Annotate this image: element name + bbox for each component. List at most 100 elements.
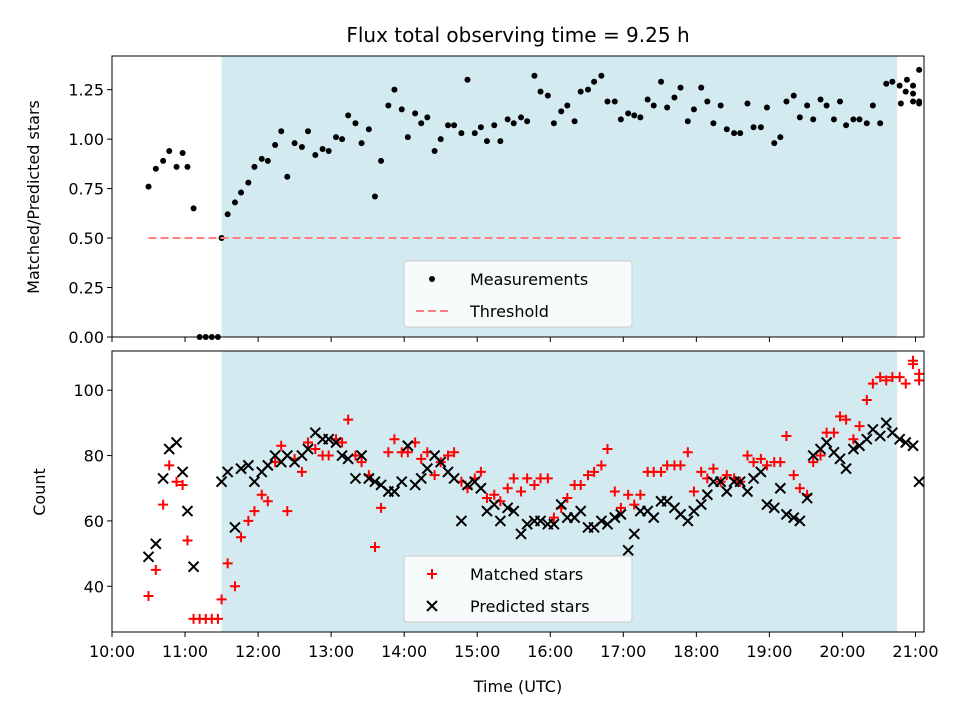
top-measurement-point bbox=[717, 102, 724, 109]
top-measurement-point bbox=[723, 126, 730, 133]
top-y-tick-label: 1.00 bbox=[68, 130, 104, 149]
top-measurement-point bbox=[378, 157, 385, 164]
top-measurement-point bbox=[510, 120, 517, 127]
top-y-tick-label: 1.25 bbox=[68, 81, 104, 100]
bottom-matched-star-point bbox=[222, 558, 233, 569]
bottom-matched-star-point bbox=[848, 434, 859, 445]
x-tick-label: 16:00 bbox=[527, 642, 573, 661]
bottom-matched-star-point bbox=[761, 460, 772, 471]
top-measurement-point bbox=[817, 96, 824, 103]
top-measurement-point bbox=[631, 112, 638, 119]
top-y-axis-label: Matched/Predicted stars bbox=[24, 100, 43, 294]
bottom-matched-star-point bbox=[282, 506, 293, 517]
bottom-matched-star-point bbox=[429, 470, 440, 481]
x-tick-label: 17:00 bbox=[600, 642, 646, 661]
bottom-predicted-star-point bbox=[448, 472, 460, 485]
bottom-predicted-star-point bbox=[734, 475, 746, 488]
bottom-legend-box bbox=[403, 555, 633, 623]
bottom-predicted-star-point bbox=[755, 466, 767, 478]
top-measurement-point bbox=[604, 98, 611, 105]
bottom-matched-star-point bbox=[216, 594, 227, 605]
bottom-predicted-star-point bbox=[176, 466, 189, 478]
bottom-matched-star-point bbox=[815, 450, 826, 461]
bottom-predicted-star-point bbox=[181, 505, 194, 517]
top-measurement-point bbox=[251, 163, 258, 170]
bottom-predicted-star-point bbox=[421, 462, 434, 475]
top-measurement-point bbox=[877, 120, 884, 127]
top-measurement-point bbox=[677, 84, 684, 91]
bottom-predicted-star-point bbox=[788, 511, 800, 524]
bottom-predicted-star-point bbox=[907, 440, 919, 452]
bottom-matched-star-point bbox=[808, 457, 819, 468]
top-measurement-point bbox=[637, 114, 644, 121]
bottom-matched-star-point bbox=[389, 434, 400, 445]
top-measurement-point bbox=[684, 118, 691, 125]
bottom-predicted-star-point bbox=[861, 433, 873, 445]
top-measurement-point bbox=[145, 183, 152, 190]
bottom-predicted-star-point bbox=[874, 430, 886, 442]
top-measurement-point bbox=[352, 120, 359, 127]
top-measurement-point bbox=[531, 72, 538, 79]
bottom-matched-star-point bbox=[249, 506, 260, 517]
top-measurement-point bbox=[664, 104, 671, 111]
bottom-predicted-star-point bbox=[721, 485, 733, 498]
top-measurement-point bbox=[524, 118, 531, 125]
bottom-predicted-star-point bbox=[229, 521, 241, 534]
bottom-matched-star-point bbox=[502, 483, 513, 494]
top-measurement-point bbox=[658, 78, 665, 85]
bottom-matched-star-point bbox=[828, 427, 839, 438]
bottom-matched-star-point bbox=[529, 479, 540, 490]
bottom-predicted-star-point bbox=[774, 482, 787, 494]
top-measurement-point bbox=[790, 92, 797, 99]
bottom-matched-star-point bbox=[243, 515, 254, 526]
top-measurement-point bbox=[437, 136, 444, 143]
top-measurement-point bbox=[339, 136, 346, 143]
bottom-predicted-star-point bbox=[834, 453, 846, 465]
bottom-predicted-star-point bbox=[574, 505, 587, 517]
bottom-matched-star-point bbox=[343, 414, 354, 425]
bottom-predicted-star-point bbox=[714, 475, 727, 488]
top-measurement-point bbox=[883, 80, 890, 87]
bottom-predicted-star-point bbox=[363, 472, 375, 485]
bottom-matched-star-point bbox=[522, 473, 533, 484]
bottom-matched-star-point bbox=[150, 564, 161, 575]
x-tick-label: 20:00 bbox=[819, 642, 865, 661]
bottom-matched-star-point bbox=[656, 466, 667, 477]
bottom-predicted-star-point bbox=[322, 433, 335, 445]
bottom-matched-star-point bbox=[775, 457, 786, 468]
bottom-legend: Matched stars Predicted stars bbox=[403, 555, 633, 623]
top-measurement-point bbox=[291, 140, 298, 147]
top-measurement-point bbox=[856, 116, 863, 123]
bottom-legend-label: Matched stars bbox=[470, 565, 583, 584]
bottom-predicted-star-point bbox=[330, 436, 342, 449]
bottom-matched-star-point bbox=[296, 466, 307, 477]
top-measurement-point bbox=[710, 120, 717, 127]
bottom-predicted-star-point bbox=[388, 485, 401, 498]
bottom-matched-star-point bbox=[841, 414, 852, 425]
top-measurement-point bbox=[744, 100, 751, 107]
bottom-predicted-star-point bbox=[248, 475, 261, 488]
bottom-matched-star-point bbox=[369, 542, 380, 553]
top-measurement-point bbox=[445, 122, 451, 129]
top-measurement-point bbox=[830, 116, 837, 123]
bottom-matched-star-point bbox=[303, 437, 313, 448]
top-measurement-point bbox=[910, 98, 917, 105]
bottom-matched-star-point bbox=[708, 463, 719, 474]
top-measurement-point bbox=[903, 76, 910, 83]
bottom-matched-star-point bbox=[171, 476, 182, 487]
top-measurement-point bbox=[558, 108, 565, 115]
bottom-matched-star-point bbox=[575, 479, 586, 490]
top-measurement-point bbox=[152, 165, 159, 172]
bottom-matched-star-point bbox=[881, 375, 892, 386]
bottom-legend-matched-swatch bbox=[427, 569, 437, 579]
bottom-predicted-star-point bbox=[187, 560, 200, 573]
bottom-matched-star-point bbox=[615, 502, 626, 513]
top-measurement-point bbox=[497, 138, 504, 145]
top-measurement-point bbox=[698, 84, 705, 91]
top-legend: Measurements Threshold bbox=[403, 260, 633, 328]
top-measurement-point bbox=[264, 157, 271, 164]
top-measurement-point bbox=[458, 130, 465, 137]
bottom-matched-star-point bbox=[481, 493, 492, 504]
top-measurement-point bbox=[173, 163, 180, 170]
